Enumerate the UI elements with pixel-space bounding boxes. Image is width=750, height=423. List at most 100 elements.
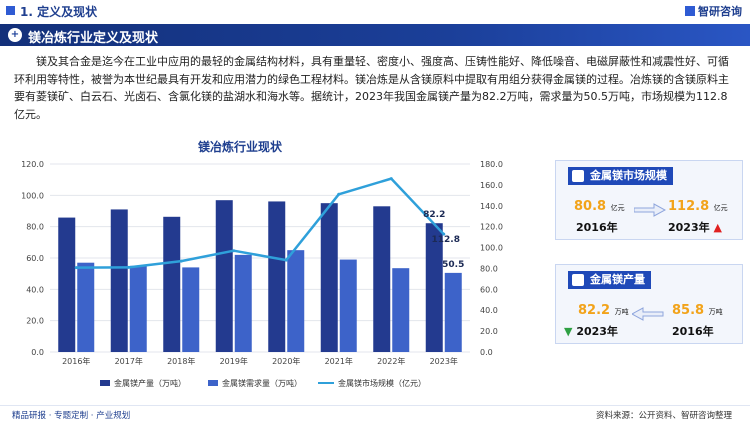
bar-production bbox=[163, 216, 181, 352]
legend-swatch-demand bbox=[208, 380, 218, 386]
output-card-title: 金属镁产量 bbox=[590, 273, 645, 286]
y-right-tick-label: 100.0 bbox=[480, 244, 503, 253]
chart-title: 镁冶炼行业现状 bbox=[197, 140, 282, 154]
plus-icon: + bbox=[8, 28, 22, 42]
bar-demand bbox=[339, 259, 357, 352]
market-size-card-title: 金属镁市场规模 bbox=[590, 169, 667, 182]
y-left-tick-label: 40.0 bbox=[26, 285, 44, 294]
bar-production bbox=[320, 203, 338, 352]
x-tick-label: 2018年 bbox=[167, 356, 195, 366]
market-size-2023-year: 2023年 ▲ bbox=[668, 219, 722, 235]
point-market-size bbox=[337, 192, 341, 196]
brand-logo: 智研咨询 bbox=[685, 3, 742, 19]
x-tick-label: 2021年 bbox=[325, 356, 353, 366]
output-2023-value: 82.2 万吨 bbox=[578, 303, 629, 318]
footer-source: 资料来源：公开资料、智研咨询整理 bbox=[595, 411, 732, 421]
point-market-size bbox=[284, 258, 288, 262]
y-left-tick-label: 20.0 bbox=[26, 317, 44, 326]
legend-label-demand: 金属镁需求量（万吨） bbox=[222, 379, 302, 388]
output-2023-unit: 万吨 bbox=[614, 308, 629, 316]
point-market-size bbox=[179, 259, 183, 263]
output-2016-unit: 万吨 bbox=[708, 308, 723, 316]
market-size-2016-number: 80.8 bbox=[574, 199, 607, 214]
y-right-tick-label: 180.0 bbox=[480, 160, 503, 169]
arrow-up-icon: ▲ bbox=[713, 221, 722, 234]
section-title: 1. 定义及现状 bbox=[20, 5, 98, 19]
market-size-2023-number: 112.8 bbox=[668, 199, 710, 214]
data-label-production-2023: 82.2 bbox=[423, 210, 445, 220]
point-market-size bbox=[389, 177, 393, 181]
y-right-tick-label: 0.0 bbox=[480, 348, 493, 357]
legend-swatch-production bbox=[100, 380, 110, 386]
point-market-size bbox=[74, 266, 78, 270]
output-2016-value: 85.8 万吨 bbox=[672, 303, 723, 318]
title-banner: + 镁冶炼行业定义及现状 bbox=[0, 24, 750, 46]
chart-icon bbox=[572, 274, 584, 286]
x-tick-label: 2020年 bbox=[272, 356, 300, 366]
x-tick-label: 2019年 bbox=[220, 356, 248, 366]
footer: 精品研报 · 专题定制 · 产业规划 资料来源：公开资料、智研咨询整理 bbox=[0, 405, 750, 423]
bar-demand bbox=[444, 272, 462, 352]
intro-paragraph: 镁及其合金是迄今在工业中应用的最轻的金属结构材料，具有重量轻、密度小、强度高、压… bbox=[14, 55, 729, 121]
x-tick-label: 2022年 bbox=[377, 356, 405, 366]
legend-label-market: 金属镁市场规模（亿元） bbox=[338, 379, 426, 388]
y-right-tick-label: 120.0 bbox=[480, 223, 503, 232]
output-card-header: 金属镁产量 bbox=[568, 271, 651, 289]
output-2016-year: 2016年 bbox=[672, 325, 714, 338]
chart-icon bbox=[572, 170, 584, 182]
y-right-tick-label: 40.0 bbox=[480, 306, 498, 315]
y-right-tick-label: 60.0 bbox=[480, 285, 498, 294]
bar-production bbox=[268, 201, 286, 352]
chart-plot: 0.0 20.0 40.0 60.0 80.0 100.0 120.0 0.0 20.0 40.0… bbox=[21, 160, 503, 366]
market-size-2023-unit: 亿元 bbox=[713, 204, 728, 212]
brand-logo-icon bbox=[685, 6, 695, 16]
point-market-size bbox=[127, 265, 131, 269]
y-left-tick-label: 80.0 bbox=[26, 223, 44, 232]
point-market-size bbox=[232, 249, 236, 253]
legend-item-production: 金属镁产量（万吨） bbox=[100, 378, 186, 389]
data-label-demand-2023: 50.5 bbox=[442, 260, 464, 270]
legend-line-market bbox=[318, 382, 334, 384]
bar-production bbox=[58, 217, 76, 352]
market-size-card: 金属镁市场规模 80.8 亿元 2016年 112.8 亿元 2023年 ▲ bbox=[555, 160, 743, 240]
bar-production bbox=[373, 206, 391, 352]
y-left-tick-label: 60.0 bbox=[26, 254, 44, 263]
arrow-left-icon bbox=[632, 307, 664, 321]
bar-production bbox=[215, 200, 233, 352]
footer-tagline: 精品研报 · 专题定制 · 产业规划 bbox=[12, 411, 131, 421]
x-tick-label: 2023年 bbox=[430, 356, 458, 366]
output-card: 金属镁产量 82.2 万吨 ▼ 2023年 85.8 万吨 2016年 bbox=[555, 264, 743, 344]
output-2023-number: 82.2 bbox=[578, 303, 611, 318]
bar-demand bbox=[392, 268, 410, 352]
output-2023-year: ▼ 2023年 bbox=[564, 323, 618, 339]
bar-demand bbox=[77, 262, 95, 352]
bar-demand bbox=[129, 265, 147, 352]
market-size-2023-value: 112.8 亿元 bbox=[668, 199, 728, 214]
market-size-2023-year-label: 2023年 bbox=[668, 221, 710, 234]
bar-demand bbox=[234, 254, 252, 352]
legend-item-market: 金属镁市场规模（亿元） bbox=[318, 378, 426, 389]
x-tick-label: 2016年 bbox=[62, 356, 90, 366]
arrow-down-icon: ▼ bbox=[564, 325, 573, 338]
page-title: 镁冶炼行业定义及现状 bbox=[28, 31, 159, 46]
y-right-tick-label: 20.0 bbox=[480, 327, 498, 336]
y-left-tick-label: 0.0 bbox=[31, 348, 44, 357]
market-size-card-header: 金属镁市场规模 bbox=[568, 167, 673, 185]
y-left-tick-label: 100.0 bbox=[21, 191, 44, 200]
section-marker-icon bbox=[6, 6, 15, 15]
output-2016-number: 85.8 bbox=[672, 303, 705, 318]
y-left-tick-label: 120.0 bbox=[21, 160, 44, 169]
line-market-size bbox=[76, 177, 445, 269]
legend-item-demand: 金属镁需求量（万吨） bbox=[208, 378, 302, 389]
bar-production bbox=[110, 209, 128, 352]
y-right-tick-label: 140.0 bbox=[480, 202, 503, 211]
market-size-2016-value: 80.8 亿元 bbox=[574, 199, 625, 214]
y-right-tick-label: 160.0 bbox=[480, 181, 503, 190]
legend-label-production: 金属镁产量（万吨） bbox=[114, 379, 186, 388]
bar-demand bbox=[182, 267, 200, 352]
market-size-2016-unit: 亿元 bbox=[610, 204, 625, 212]
bar-production bbox=[425, 223, 443, 352]
x-tick-label: 2017年 bbox=[115, 356, 143, 366]
market-size-2016-year: 2016年 bbox=[576, 221, 618, 234]
data-label-market-2023: 112.8 bbox=[432, 235, 460, 245]
